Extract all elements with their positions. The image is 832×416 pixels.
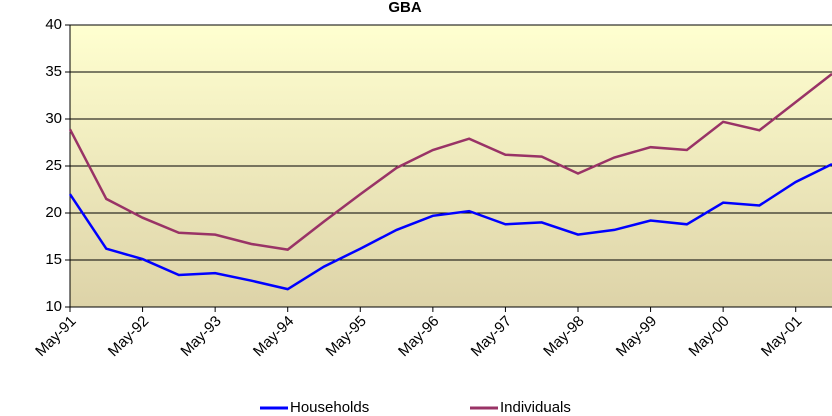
- y-tick-label: 40: [45, 16, 62, 33]
- x-tick-label: May-01: [758, 313, 805, 360]
- legend-label: Individuals: [500, 399, 571, 416]
- x-tick-label: May-94: [250, 313, 297, 360]
- x-tick-label: May-98: [540, 313, 587, 360]
- x-tick-label: May-95: [323, 313, 370, 360]
- chart-title: GBA: [388, 0, 422, 16]
- x-tick-label: May-99: [613, 313, 660, 360]
- x-tick-label: May-97: [468, 313, 515, 360]
- legend-label: Households: [290, 399, 369, 416]
- x-tick-label: May-00: [685, 313, 732, 360]
- x-tick-label: May-93: [177, 313, 224, 360]
- x-tick-label: May-92: [105, 313, 152, 360]
- series-line: [68, 162, 832, 291]
- series-line: [68, 72, 832, 251]
- y-tick-label: 30: [45, 110, 62, 127]
- x-tick-label: May-96: [395, 313, 442, 360]
- y-tick-label: 15: [45, 251, 62, 268]
- y-tick-label: 20: [45, 204, 62, 221]
- x-tick-label: May-91: [32, 313, 79, 360]
- y-tick-label: 10: [45, 298, 62, 315]
- y-tick-label: 35: [45, 63, 62, 80]
- y-tick-label: 25: [45, 157, 62, 174]
